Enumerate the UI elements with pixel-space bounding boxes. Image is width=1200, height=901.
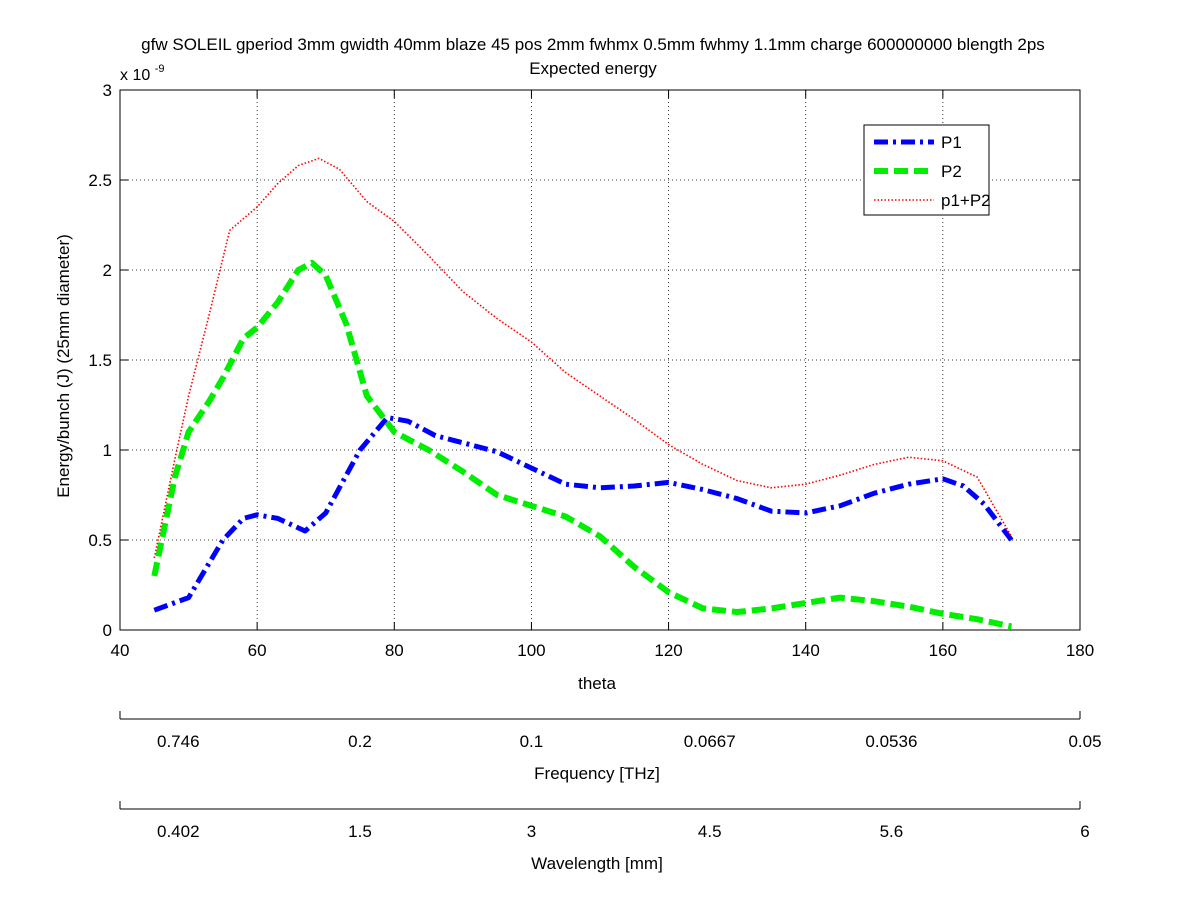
secondary-axis-tick-label: 0.05 (1068, 732, 1101, 751)
y-tick-label: 2 (103, 261, 112, 280)
y-axis-label: Energy/bunch (J) (25mm diameter) (54, 234, 73, 498)
legend: P1 P2 p1+P2 (863, 124, 991, 216)
x-tick-label: 40 (111, 641, 130, 660)
legend-label-1: P2 (941, 162, 962, 181)
x-tick-label: 120 (654, 641, 682, 660)
secondary-axis-tick-label: 0.0536 (865, 732, 917, 751)
secondary-axis-label-0: Frequency [THz] (534, 764, 660, 783)
x-tick-label: 180 (1066, 641, 1094, 660)
secondary-axis-tick-label: 0.1 (520, 732, 544, 751)
secondary-axis-tick-label: 4.5 (698, 822, 722, 841)
y-tick-label: 2.5 (88, 171, 112, 190)
y-exponent-base: x 10 (120, 67, 150, 84)
y-exponent-power: -9 (155, 63, 165, 75)
grid-lines (120, 90, 1080, 630)
y-tick-label: 0 (103, 621, 112, 640)
x-tick-label: 60 (248, 641, 267, 660)
secondary-axis-tick-label: 5.6 (880, 822, 904, 841)
secondary-axis-tick-label: 6 (1080, 822, 1089, 841)
y-tick-label: 1 (103, 441, 112, 460)
x-axis-label: theta (578, 674, 616, 693)
chart-title: gfw SOLEIL gperiod 3mm gwidth 40mm blaze… (141, 35, 1045, 54)
series-line-2 (153, 157, 1013, 559)
x-tick-label: 140 (792, 641, 820, 660)
secondary-axis-tick-label: 0.2 (348, 732, 372, 751)
legend-label-0: P1 (941, 133, 962, 152)
secondary-axis-tick-label: 0.0667 (684, 732, 736, 751)
secondary-axes: 0.746 0.2 0.1 0.0667 0.0536 0.05 Frequency [TH… (119, 711, 1102, 873)
chart-subtitle: Expected energy (529, 59, 657, 78)
secondary-axis-tick-label: 3 (527, 822, 536, 841)
y-exponent-label: x 10 -9 (120, 63, 164, 84)
secondary-axis-tick-label: 1.5 (348, 822, 372, 841)
legend-label-2: p1+P2 (941, 191, 991, 210)
y-tick-label: 0.5 (88, 531, 112, 550)
x-tick-label: 100 (517, 641, 545, 660)
x-tick-label: 80 (385, 641, 404, 660)
secondary-axis-label-1: Wavelength [mm] (531, 854, 663, 873)
series-line-1 (151, 259, 1013, 630)
y-tick-label: 3 (103, 81, 112, 100)
y-tick-label: 1.5 (88, 351, 112, 370)
series-line-0 (153, 415, 1014, 613)
series-lines (151, 157, 1014, 630)
secondary-axis-tick-label: 0.746 (157, 732, 200, 751)
axis-ticks: 40 60 80 100 120 140 160 180 0 0.5 1 1.5 2 2.5 3 (88, 81, 1094, 660)
secondary-axis-tick-label: 0.402 (157, 822, 200, 841)
x-tick-label: 160 (929, 641, 957, 660)
